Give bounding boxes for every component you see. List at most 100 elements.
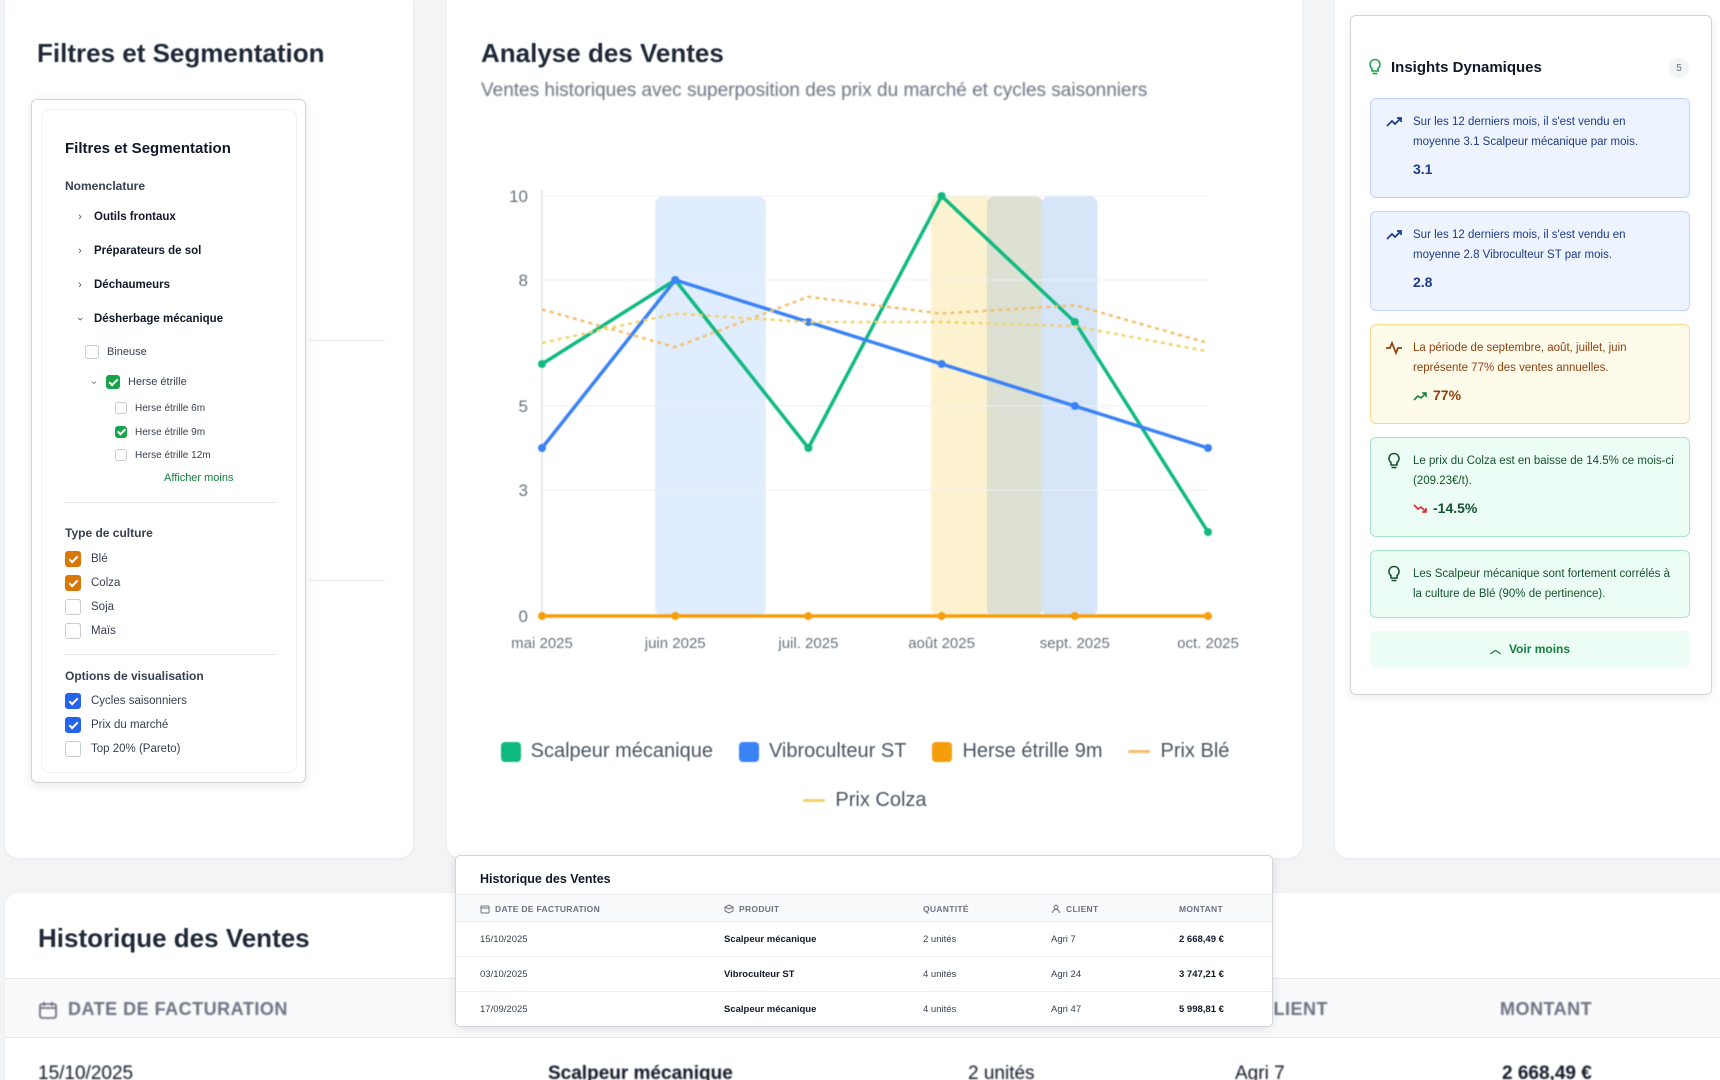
table-row[interactable]: 03/10/2025 Vibroculteur ST 4 unités Agri…: [456, 957, 1272, 992]
insight-text: Sur les 12 derniers mois, il s'est vendu…: [1413, 229, 1626, 261]
legend-item[interactable]: Prix Blé: [1128, 740, 1229, 763]
lightbulb-icon: [1388, 452, 1400, 469]
category-preparateurs-de-sol[interactable]: › Préparateurs de sol: [74, 245, 201, 257]
checkbox-culture-mais[interactable]: Maïs: [65, 623, 116, 639]
insights-header: Insights Dynamiques: [1367, 58, 1542, 76]
col-client[interactable]: CLIENT: [1051, 904, 1099, 914]
legend-item[interactable]: Vibroculteur ST: [738, 740, 906, 763]
cell-date: 15/10/2025: [480, 934, 528, 945]
bg-col-date: DATE DE FACTURATION: [38, 999, 288, 1020]
checkbox-herse-etrille[interactable]: › Herse étrille: [88, 375, 187, 389]
checkbox-label: Herse étrille 6m: [135, 402, 206, 414]
checkbox-culture-soja[interactable]: Soja: [65, 599, 114, 615]
x-tick-label: août 2025: [908, 635, 975, 652]
checkbox-herse-6m[interactable]: Herse étrille 6m: [115, 402, 205, 414]
chevron-down-icon[interactable]: ›: [88, 380, 100, 384]
legend-row: Prix Colza: [460, 789, 1270, 812]
insight-value: 2.8: [1413, 274, 1433, 291]
trend-down-icon: [1413, 504, 1427, 513]
legend-swatch: [803, 799, 826, 802]
checkbox-label: Herse étrille: [128, 376, 187, 388]
bg-cell-qty: 2 unités: [968, 1063, 1035, 1080]
divider: [310, 580, 385, 581]
checkbox-culture-ble[interactable]: Blé: [65, 551, 108, 567]
legend-item[interactable]: Herse étrille 9m: [932, 740, 1102, 763]
chevron-up-icon: ︿: [1489, 644, 1501, 656]
nomenclature-label: Nomenclature: [65, 179, 146, 193]
data-point: [804, 444, 813, 452]
filters-title: Filtres et Segmentation: [65, 140, 231, 157]
checkbox-label: Top 20% (Pareto): [91, 743, 181, 755]
cell-product: Scalpeur mécanique: [724, 934, 817, 945]
bg-cell-client: Agri 7: [1235, 1063, 1285, 1080]
calendar-icon: [39, 1001, 57, 1019]
checkbox-top-20-pareto[interactable]: Top 20% (Pareto): [65, 741, 181, 757]
legend-row: Scalpeur mécanique Vibroculteur ST Herse é…: [460, 740, 1270, 763]
col-quantity[interactable]: QUANTITÉ: [923, 904, 969, 914]
voir-moins-button[interactable]: ︿ Voir moins: [1370, 631, 1690, 667]
col-amount[interactable]: MONTANT: [1179, 904, 1223, 914]
data-point: [1204, 528, 1212, 536]
analysis-card: Analyse des Ventes Ventes historiques av…: [447, 0, 1302, 858]
checkbox-culture-colza[interactable]: Colza: [65, 575, 120, 591]
checkbox[interactable]: [115, 449, 127, 461]
x-tick-label: oct. 2025: [1177, 635, 1239, 652]
chevron-down-icon: ›: [74, 317, 86, 321]
checkbox[interactable]: [65, 599, 81, 615]
table-row[interactable]: 15/10/2025 Scalpeur mécanique 2 unités A…: [456, 922, 1272, 957]
category-label: Outils frontaux: [94, 211, 176, 223]
insight-text: Les Scalpeur mécanique sont fortement co…: [1413, 568, 1670, 600]
insight-value: 77%: [1433, 387, 1462, 404]
col-product[interactable]: PRODUIT: [724, 904, 779, 914]
checkbox-label: Soja: [91, 601, 115, 613]
legend-item[interactable]: Scalpeur mécanique: [500, 740, 713, 763]
y-tick-label: 0: [519, 607, 528, 626]
data-point: [804, 612, 813, 620]
show-less-link[interactable]: Afficher moins: [164, 472, 234, 484]
checkbox[interactable]: [115, 402, 127, 414]
user-icon: [1052, 904, 1060, 914]
checkbox[interactable]: [65, 741, 81, 757]
checkbox-herse-12m[interactable]: Herse étrille 12m: [115, 449, 211, 461]
data-point: [1204, 444, 1212, 452]
lightbulb-icon: [1388, 565, 1400, 582]
sales-chart[interactable]: 0 3 5 8 10 mai 2025 juin 2025 juil. 2025 août 20…: [490, 170, 1250, 730]
checkbox-label: Bineuse: [107, 346, 147, 358]
voir-moins-label: Voir moins: [1508, 642, 1571, 656]
checkbox[interactable]: [65, 693, 81, 709]
calendar-icon: [480, 905, 490, 914]
col-date[interactable]: DATE DE FACTURATION: [480, 904, 600, 914]
checkbox-bineuse[interactable]: Bineuse: [85, 345, 147, 359]
insight-card: Les Scalpeur mécanique sont fortement co…: [1370, 550, 1690, 618]
table-row[interactable]: 17/09/2025 Scalpeur mécanique 4 unités A…: [456, 992, 1272, 1027]
checkbox-prix-du-marche[interactable]: Prix du marché: [65, 717, 168, 733]
checkbox[interactable]: [65, 623, 81, 639]
checkbox[interactable]: [65, 575, 81, 591]
checkbox[interactable]: [85, 345, 99, 359]
checkbox[interactable]: [65, 551, 81, 567]
checkbox[interactable]: [106, 375, 120, 389]
insight-text: La période de septembre, août, juillet, …: [1413, 342, 1627, 374]
category-dechaumeurs[interactable]: › Déchaumeurs: [74, 279, 170, 291]
checkbox-herse-9m[interactable]: Herse étrille 9m: [115, 426, 205, 438]
analysis-title: Analyse des Ventes: [481, 38, 724, 68]
category-label: Préparateurs de sol: [94, 245, 202, 257]
checkbox[interactable]: [65, 717, 81, 733]
x-tick-label: juil. 2025: [777, 635, 838, 652]
cell-date: 03/10/2025: [480, 969, 528, 980]
insights-title: Insights Dynamiques: [1391, 58, 1542, 76]
checkbox[interactable]: [115, 426, 127, 438]
cell-product: Vibroculteur ST: [724, 969, 795, 980]
insight-value-row: -14.5%: [1413, 497, 1675, 521]
cell-quantity: 4 unités: [923, 1004, 957, 1015]
insight-card: Sur les 12 derniers mois, il s'est vendu…: [1370, 98, 1690, 198]
chart-legend: Scalpeur mécanique Vibroculteur ST Herse é…: [460, 740, 1270, 838]
category-outils-frontaux[interactable]: › Outils frontaux: [74, 211, 176, 223]
checkbox-cycles-saisonniers[interactable]: Cycles saisonniers: [65, 693, 187, 709]
insight-card: La période de septembre, août, juillet, …: [1370, 324, 1690, 424]
category-desherbage-mecanique[interactable]: › Désherbage mécanique: [74, 313, 223, 325]
legend-item[interactable]: Prix Colza: [803, 789, 927, 812]
legend-label: Prix Blé: [1160, 740, 1230, 762]
x-tick-label: mai 2025: [511, 635, 573, 652]
category-label: Déchaumeurs: [94, 279, 171, 291]
